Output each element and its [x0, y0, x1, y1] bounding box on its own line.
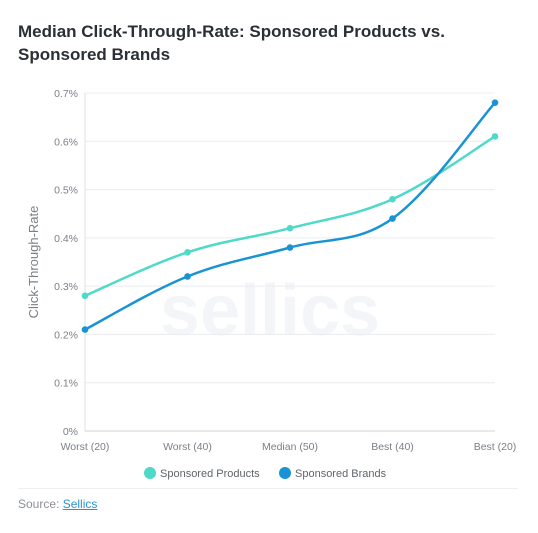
- y-tick-label: 0.2%: [54, 329, 78, 341]
- divider: [18, 488, 518, 489]
- data-point-sponsored-brands: [491, 99, 499, 106]
- data-point-sponsored-products: [81, 292, 89, 300]
- source-link[interactable]: Sellics: [62, 497, 98, 511]
- source-prefix: Source:: [18, 497, 63, 511]
- legend-label-sponsored-brands: Sponsored Brands: [295, 468, 387, 480]
- legend-label-sponsored-products: Sponsored Products: [160, 468, 260, 480]
- data-point-sponsored-products: [491, 133, 499, 140]
- data-point-sponsored-products: [184, 249, 191, 256]
- y-tick-label: 0.1%: [54, 378, 78, 390]
- legend-marker-sponsored-products: [144, 467, 156, 479]
- y-tick-label: 0.4%: [54, 233, 78, 245]
- data-point-sponsored-brands: [81, 326, 89, 333]
- y-tick-label: 0.3%: [54, 281, 78, 293]
- x-tick-label: Best (20): [474, 441, 517, 453]
- data-point-sponsored-brands: [184, 273, 191, 280]
- data-point-sponsored-products: [389, 195, 396, 203]
- data-point-sponsored-products: [286, 224, 294, 232]
- data-point-sponsored-brands: [286, 244, 294, 251]
- data-point-sponsored-brands: [389, 215, 396, 222]
- x-tick-label: Median (50): [262, 441, 318, 453]
- chart-title: Median Click-Through-Rate: Sponsored Pro…: [18, 22, 445, 64]
- source-note: Source: Sellics: [18, 497, 97, 511]
- x-tick-label: Worst (20): [61, 441, 110, 453]
- y-axis-label: Click-Through-Rate: [26, 206, 41, 319]
- y-tick-label: 0.5%: [54, 185, 78, 197]
- y-tick-label: 0.7%: [54, 88, 78, 100]
- y-tick-label: 0%: [63, 426, 78, 438]
- y-tick-label: 0.6%: [54, 136, 78, 148]
- x-tick-label: Best (40): [371, 441, 414, 453]
- watermark-text: sellics: [160, 271, 380, 351]
- legend-marker-sponsored-brands: [279, 467, 291, 479]
- x-tick-label: Worst (40): [163, 441, 212, 453]
